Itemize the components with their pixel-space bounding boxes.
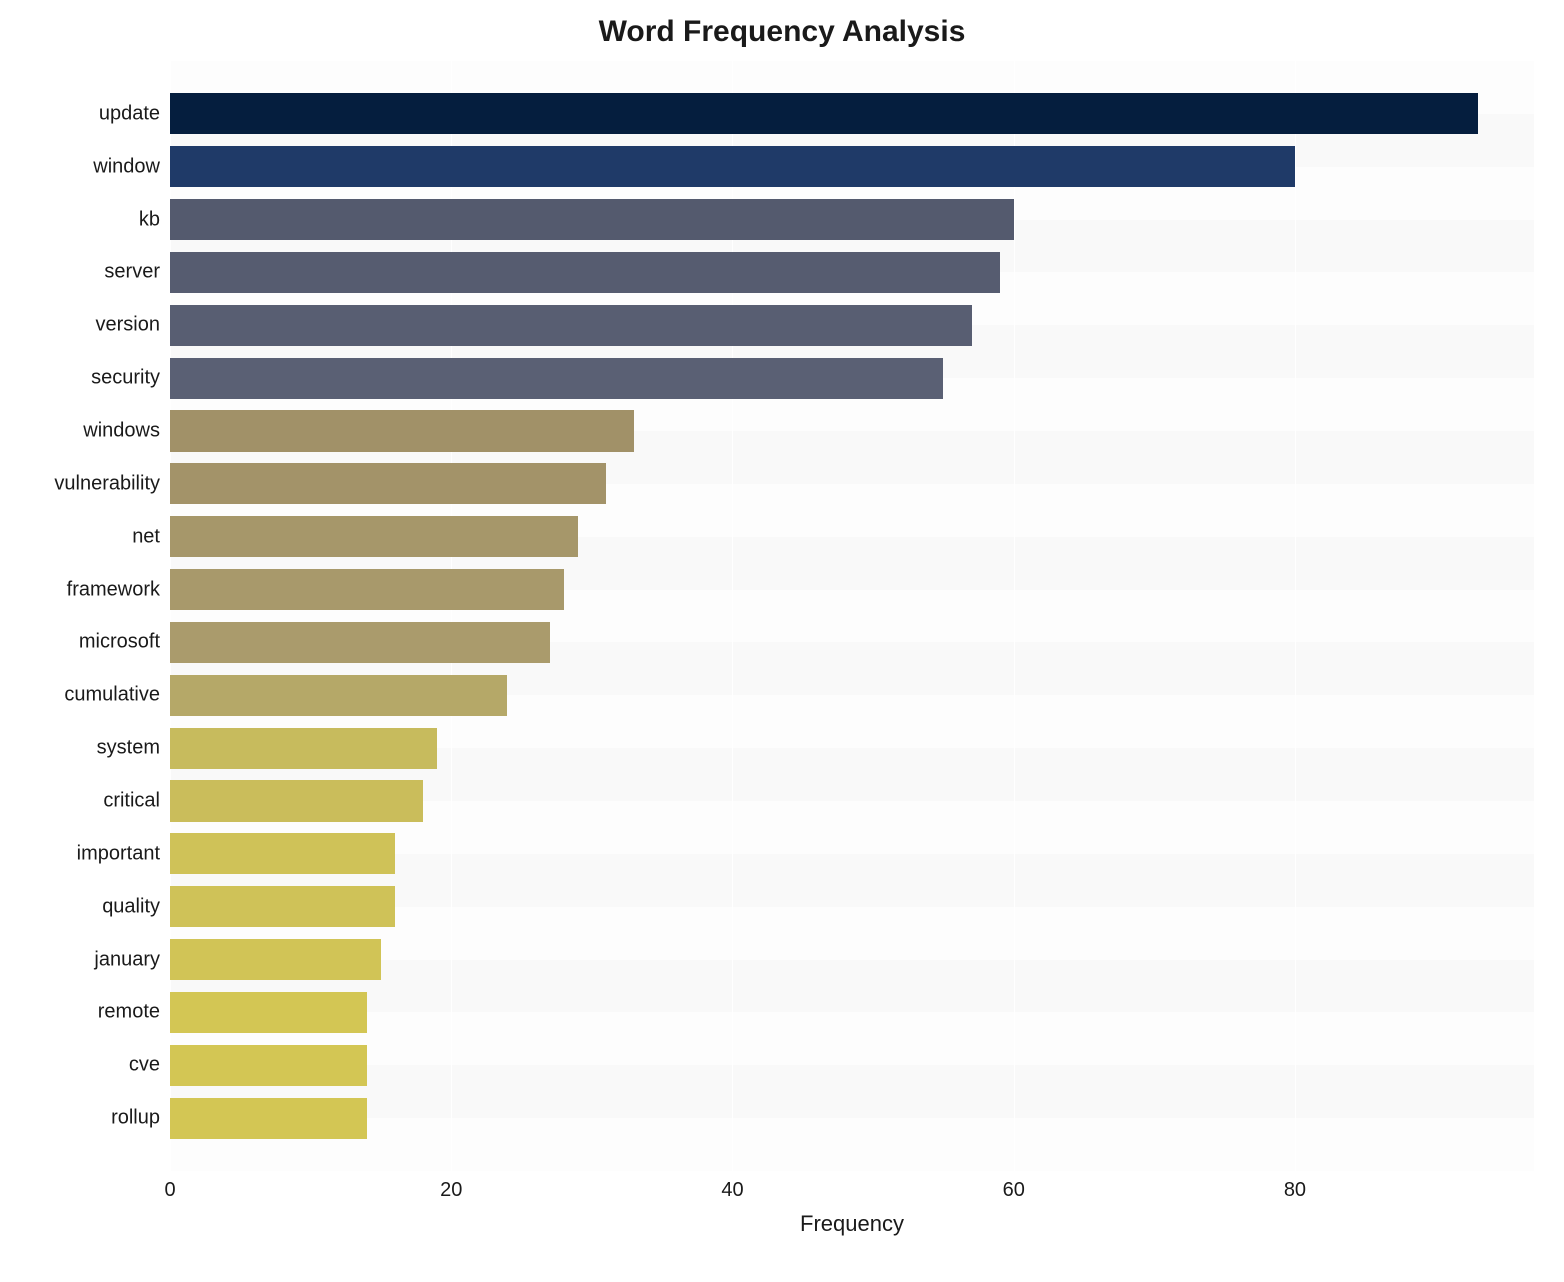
x-tick-40: 40 (721, 1179, 743, 1202)
x-tick-80: 80 (1284, 1179, 1306, 1202)
bar-kb (170, 199, 1014, 240)
y-label-january: january (94, 948, 160, 971)
bar-rollup (170, 1098, 367, 1139)
y-label-cumulative: cumulative (64, 684, 160, 707)
y-label-system: system (97, 737, 160, 760)
y-label-update: update (99, 102, 160, 125)
y-label-rollup: rollup (111, 1107, 160, 1130)
gridline (1014, 61, 1015, 1171)
y-label-server: server (104, 261, 160, 284)
bar-security (170, 358, 943, 399)
bar-january (170, 939, 381, 980)
bar-cve (170, 1045, 367, 1086)
y-axis: update window kb server version security windo… (30, 61, 170, 1171)
bar-server (170, 252, 1000, 293)
bar-cumulative (170, 675, 507, 716)
x-tick-0: 0 (164, 1179, 175, 1202)
y-label-quality: quality (102, 895, 160, 918)
y-label-remote: remote (98, 1001, 160, 1024)
y-label-security: security (91, 367, 160, 390)
y-label-important: important (77, 842, 160, 865)
bar-quality (170, 886, 395, 927)
bar-critical (170, 780, 423, 821)
plot-area (170, 61, 1534, 1171)
bar-important (170, 833, 395, 874)
bar-version (170, 305, 972, 346)
y-label-window: window (93, 155, 160, 178)
y-label-kb: kb (139, 208, 160, 231)
bar-remote (170, 992, 367, 1033)
gridline (1295, 61, 1296, 1171)
x-tick-60: 60 (1003, 1179, 1025, 1202)
y-label-net: net (132, 525, 160, 548)
chart-container: Word Frequency Analysis update window kb se… (0, 0, 1564, 1282)
bar-vulnerability (170, 463, 606, 504)
chart-body: update window kb server version security windo… (30, 61, 1534, 1171)
x-tick-20: 20 (440, 1179, 462, 1202)
bar-windows (170, 410, 634, 451)
y-label-critical: critical (103, 790, 160, 813)
bar-microsoft (170, 622, 550, 663)
y-label-version: version (96, 314, 160, 337)
grid-band (170, 1118, 1534, 1171)
y-label-cve: cve (129, 1054, 160, 1077)
grid-band (170, 1012, 1534, 1065)
y-label-microsoft: microsoft (79, 631, 160, 654)
y-label-vulnerability: vulnerability (54, 472, 160, 495)
y-label-windows: windows (83, 420, 160, 443)
bar-window (170, 146, 1295, 187)
bar-framework (170, 569, 564, 610)
x-axis-title: Frequency (800, 1211, 904, 1237)
bar-system (170, 728, 437, 769)
y-label-framework: framework (67, 578, 160, 601)
chart-title: Word Frequency Analysis (30, 15, 1534, 49)
bar-net (170, 516, 578, 557)
bar-update (170, 93, 1478, 134)
x-axis: Frequency 020406080 (170, 1171, 1534, 1211)
